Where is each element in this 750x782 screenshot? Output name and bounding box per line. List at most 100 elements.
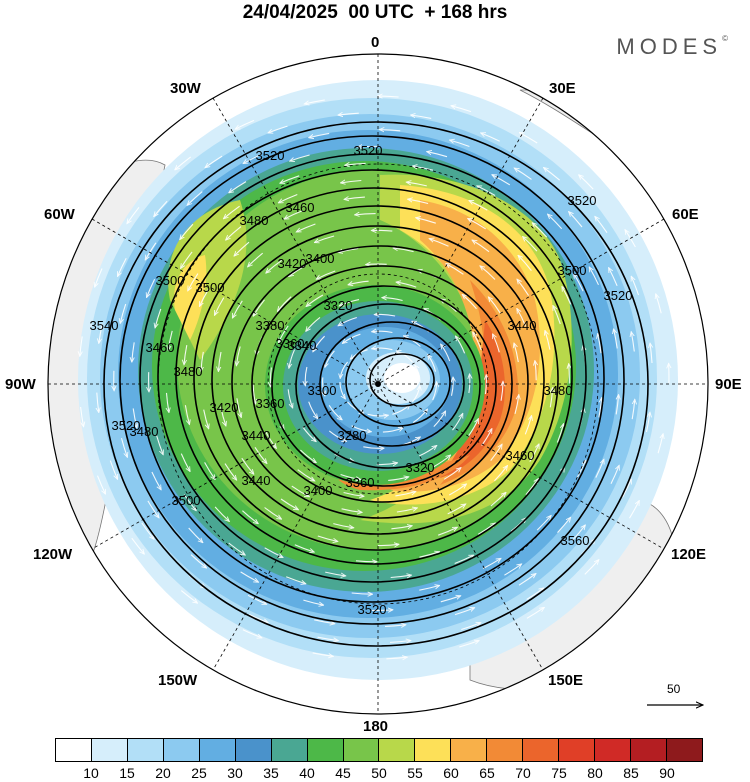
streamline-arrow [459, 641, 479, 648]
colorbar-tick-label: 80 [587, 765, 603, 781]
streamline-arrow [223, 205, 240, 219]
contour-label: 3500 [156, 273, 185, 288]
streamline-arrow [304, 99, 325, 104]
streamline-arrow [284, 209, 304, 220]
streamline-arrow [371, 230, 393, 231]
streamline-arrow [545, 330, 551, 350]
streamline-arrow [481, 133, 500, 142]
streamline-arrow [188, 273, 199, 291]
streamline-arrow [518, 574, 536, 586]
streamline-arrow [616, 395, 618, 415]
streamline-arrow [482, 558, 501, 570]
streamline-arrow [328, 405, 342, 420]
streamline-arrow [446, 264, 464, 275]
streamline-arrow [190, 554, 207, 568]
streamline-arrow [501, 381, 503, 401]
streamline-arrow [214, 506, 229, 522]
contour-label: 3340 [288, 338, 317, 353]
contour-label: 3520 [568, 193, 597, 208]
streamline-arrow [403, 336, 421, 347]
streamline-arrow [411, 115, 432, 119]
streamline-arrow [525, 479, 538, 496]
streamline-arrow [610, 465, 619, 484]
streamline-arrow [268, 125, 288, 133]
lon-label-150w: 150W [158, 672, 198, 689]
streamline-arrow [468, 219, 487, 230]
streamline-arrow [309, 132, 330, 137]
streamline-arrow [243, 153, 262, 163]
contour-label: 3360 [346, 475, 375, 490]
contour-label: 3480 [240, 213, 269, 228]
streamline-arrow [477, 523, 495, 535]
contour-label: 3480 [130, 424, 159, 439]
streamline-arrow [462, 294, 477, 310]
colorbar-tick-label: 70 [515, 765, 531, 781]
streamline-arrow [598, 398, 602, 418]
streamline-arrow [473, 332, 482, 350]
contour-label: 3460 [146, 340, 175, 355]
streamline-arrow [419, 552, 440, 558]
streamline-arrow [374, 314, 396, 316]
streamline-arrow [184, 344, 188, 365]
streamline-arrow [447, 504, 466, 515]
streamline-arrow [145, 242, 157, 260]
colorbar-swatch [631, 739, 667, 761]
colorbar-swatch [91, 739, 128, 761]
streamline-arrow [253, 299, 265, 317]
streamline-arrow [220, 406, 226, 426]
contour-line [175, 187, 573, 565]
streamline-arrow [236, 346, 241, 366]
streamline-arrow [552, 306, 561, 325]
streamline-arrow [242, 629, 262, 638]
colorbar-tick-label: 40 [299, 765, 315, 781]
streamline-arrow [317, 535, 338, 542]
contour-line [119, 135, 625, 625]
streamline-arrow [198, 288, 210, 307]
streamline-arrow [469, 374, 470, 394]
streamline-arrow [339, 299, 360, 307]
streamline-arrow [477, 185, 496, 196]
contour-label: 3440 [508, 318, 537, 333]
lon-label-120e: 120E [671, 546, 707, 563]
streamline-arrow [204, 462, 216, 479]
streamline-arrow [441, 344, 451, 362]
streamline-arrow [371, 610, 393, 611]
streamline-arrow [548, 214, 563, 230]
contour-label: 3380 [256, 318, 285, 333]
streamline-arrow [614, 329, 618, 349]
streamline-arrow [415, 365, 421, 383]
colorbar-tick-label: 30 [227, 765, 243, 781]
contour-label: 3420 [210, 400, 239, 415]
contour-line [295, 303, 481, 469]
streamline-arrow [180, 223, 194, 239]
streamline-arrow [289, 349, 296, 369]
streamline-arrow [468, 419, 479, 437]
streamline-arrow [234, 241, 250, 256]
streamline-arrow [312, 652, 334, 656]
streamline-arrow [451, 106, 472, 113]
streamline-arrow [131, 537, 145, 554]
streamline-arrow [156, 435, 164, 455]
streamline-arrow [348, 280, 369, 285]
contour-line [139, 153, 605, 603]
streamline-arrow [657, 434, 663, 454]
streamline-arrow [469, 200, 488, 211]
streamline-arrow [175, 156, 192, 170]
colorbar-tick-label: 60 [443, 765, 459, 781]
streamline-arrow [341, 181, 362, 183]
streamline-arrow [629, 501, 640, 519]
streamline-arrow [316, 270, 336, 279]
streamline-arrow [455, 336, 466, 354]
streamline-arrow [396, 508, 418, 513]
streamline-arrow [151, 471, 161, 490]
streamline-arrow [485, 375, 486, 395]
contour-label: 3560 [561, 533, 590, 548]
streamline-arrow [277, 325, 289, 343]
streamline-arrow [343, 491, 365, 497]
streamline-arrow [412, 166, 434, 171]
lon-label-120w: 120W [33, 546, 73, 563]
streamline-arrow [393, 248, 414, 253]
lon-label-90e: 90E [715, 376, 742, 393]
streamline-arrow [517, 279, 530, 296]
